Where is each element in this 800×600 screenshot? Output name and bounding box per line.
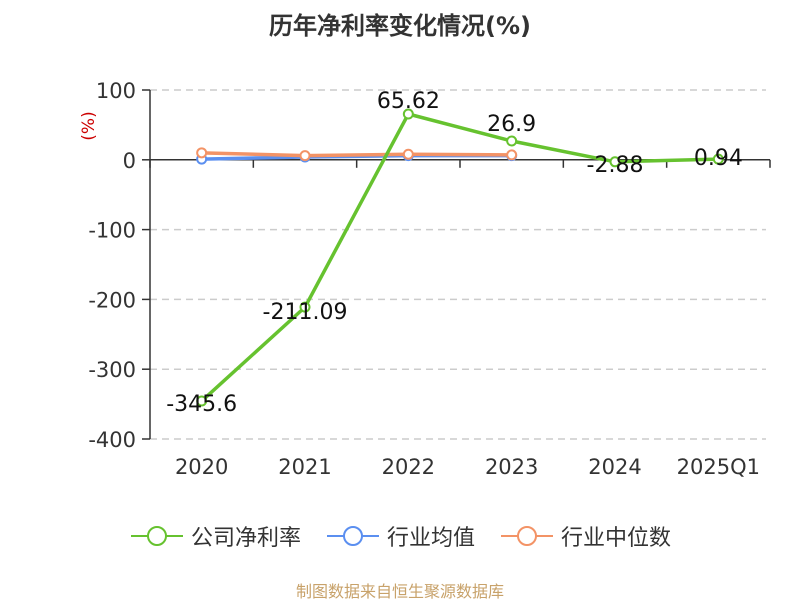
data-point (196, 147, 208, 159)
data-label: 26.9 (487, 112, 536, 137)
legend-label: 公司净利率 (190, 526, 301, 551)
grid-layer (150, 89, 766, 440)
x-category-label: 2022 (382, 455, 435, 479)
data-point (506, 149, 518, 161)
legend-line-marker-icon (130, 526, 183, 546)
x-category-label: 2024 (588, 455, 641, 479)
data-label: 0.94 (694, 146, 743, 171)
data-label: 65.62 (377, 89, 440, 114)
data-point (402, 148, 414, 160)
y-tick-label: -100 (88, 219, 136, 243)
chart-title: 历年净利率变化情况(%) (269, 12, 531, 40)
series-layer (196, 108, 724, 407)
y-axis-unit-label: (%) (79, 111, 99, 140)
y-tick-label: -200 (88, 288, 136, 312)
y-tick-label: -300 (88, 358, 136, 382)
legend-label: 行业均值 (386, 526, 475, 551)
data-point (402, 108, 414, 120)
legend-item[interactable]: 行业均值 (325, 520, 475, 552)
data-label-layer: -345.6 -211.09 65.62 26.9 -2.88 0.94 (166, 89, 743, 417)
data-point (299, 301, 311, 313)
data-label: -2.88 (587, 153, 644, 178)
data-label: -211.09 (263, 300, 348, 325)
data-point (609, 156, 621, 168)
axis-layer: 100 0 -100 -200 -300 -400 (%) 2020 2021 2022 2023 2… (79, 79, 771, 479)
x-category-label: 2023 (485, 455, 538, 479)
y-tick-label: 0 (123, 149, 136, 173)
x-category-label: 2021 (278, 455, 331, 479)
legend-line-marker-icon (326, 526, 379, 546)
series-line-2 (201, 151, 512, 158)
data-point (506, 135, 518, 147)
y-tick-label: 100 (96, 79, 136, 103)
legend-label: 行业中位数 (561, 526, 672, 551)
data-point (196, 395, 208, 407)
legend-item[interactable]: 行业中位数 (499, 520, 671, 552)
data-source-note: 制图数据来自恒生聚源数据库 (295, 582, 504, 600)
data-point (299, 150, 311, 162)
legend-item[interactable]: 公司净利率 (129, 520, 301, 552)
y-tick-label: -400 (88, 428, 136, 452)
data-point (712, 153, 724, 165)
legend-line-marker-icon (501, 526, 553, 546)
series-line-0 (200, 112, 719, 403)
data-label: -345.6 (166, 392, 237, 417)
x-category-label: 2020 (175, 455, 228, 479)
x-category-label: 2025Q1 (677, 455, 760, 479)
chart-legend: 公司净利率 行业均值 行业中位数 (0, 520, 800, 552)
